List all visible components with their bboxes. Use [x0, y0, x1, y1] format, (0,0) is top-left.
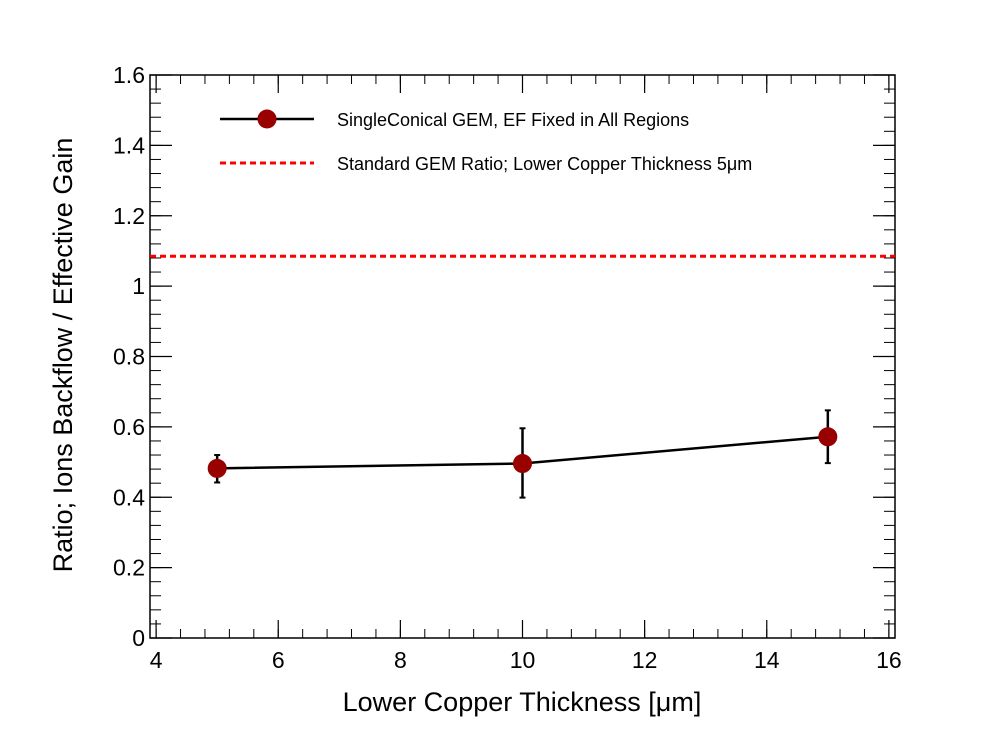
y-tick-label: 1.2 — [113, 203, 145, 229]
y-tick-label: 1 — [132, 273, 145, 299]
y-tick-label: 0.4 — [113, 484, 145, 510]
x-tick-label: 8 — [394, 647, 407, 673]
legend: SingleConical GEM, EF Fixed in All Regio… — [220, 109, 752, 174]
y-tick-label: 0 — [132, 625, 145, 651]
data-point — [207, 458, 227, 478]
x-tick-label: 10 — [510, 647, 536, 673]
data-series — [207, 409, 838, 499]
legend-series-label: SingleConical GEM, EF Fixed in All Regio… — [337, 110, 689, 130]
y-tick-labels: 0 0.2 0.4 0.6 0.8 1 1.2 1.4 1.6 — [113, 62, 145, 651]
x-axis-title: Lower Copper Thickness [μm] — [343, 687, 702, 717]
y-tick-label: 0.6 — [113, 414, 145, 440]
x-tick-label: 6 — [272, 647, 285, 673]
x-tick-label: 12 — [632, 647, 658, 673]
y-tick-label: 1.6 — [113, 62, 145, 88]
y-tick-label: 1.4 — [113, 132, 145, 158]
data-point — [513, 453, 532, 473]
axis-ticks — [150, 74, 895, 639]
y-axis-title: Ratio; Ions Backflow / Effective Gain — [48, 138, 78, 573]
data-point — [818, 427, 838, 447]
legend-reference-label: Standard GEM Ratio; Lower Copper Thickne… — [337, 154, 752, 174]
legend-series-marker — [257, 109, 277, 129]
x-tick-label: 16 — [876, 647, 902, 673]
x-tick-label: 4 — [150, 647, 163, 673]
x-tick-labels: 4 6 8 10 12 14 16 — [150, 647, 902, 673]
x-tick-label: 14 — [754, 647, 780, 673]
y-tick-label: 0.8 — [113, 344, 145, 370]
y-tick-label: 0.2 — [113, 555, 145, 581]
